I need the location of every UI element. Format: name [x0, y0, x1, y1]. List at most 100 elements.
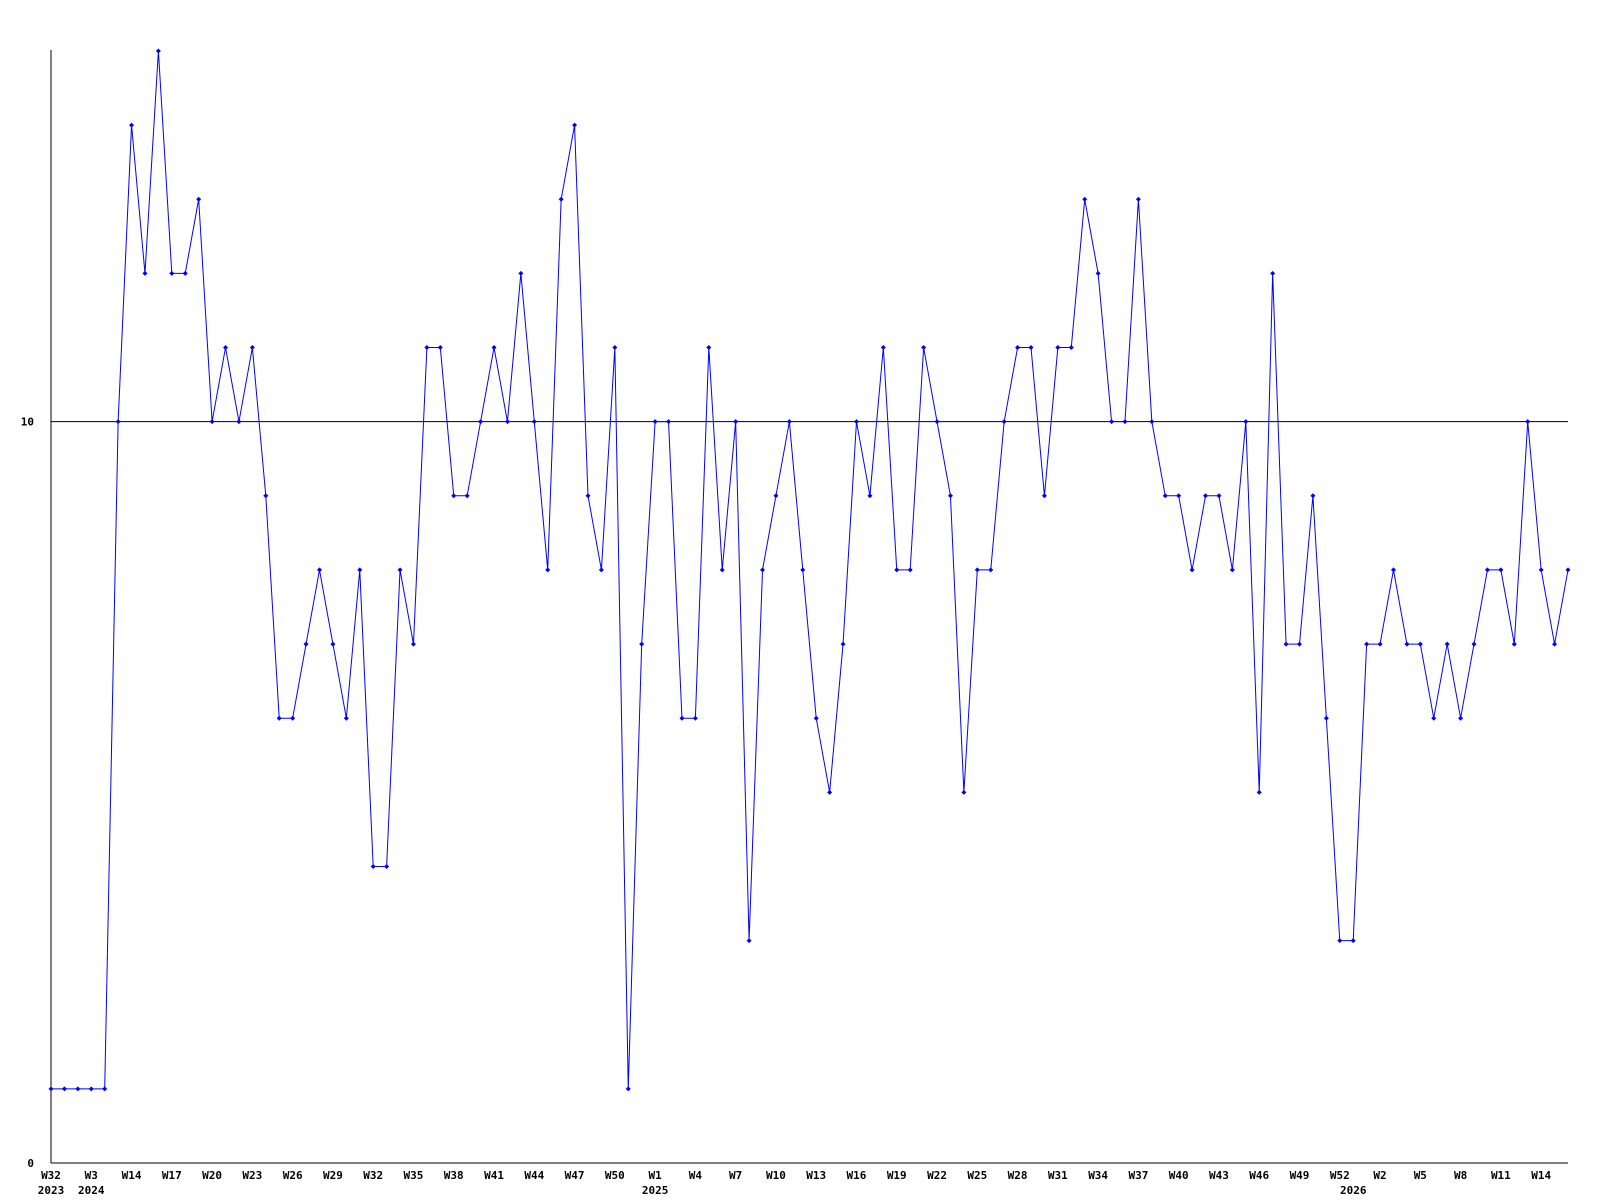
- x-tick-label: W26: [283, 1169, 303, 1182]
- data-point: [652, 419, 658, 425]
- data-point: [115, 419, 121, 425]
- data-point: [625, 1086, 631, 1092]
- x-tick-label: W17: [162, 1169, 182, 1182]
- data-point: [1350, 938, 1356, 944]
- x-tick-label: W31: [1048, 1169, 1068, 1182]
- data-point: [155, 48, 161, 54]
- data-point: [75, 1086, 81, 1092]
- data-point: [397, 567, 403, 573]
- x-tick-label: W2: [1373, 1169, 1386, 1182]
- data-point: [961, 789, 967, 795]
- x-tick-label: W14: [1531, 1169, 1551, 1182]
- x-tick-label: W25: [967, 1169, 987, 1182]
- data-point: [719, 567, 725, 573]
- x-tick-label: W10: [766, 1169, 786, 1182]
- data-point: [813, 715, 819, 721]
- data-point: [1458, 715, 1464, 721]
- data-point: [786, 419, 792, 425]
- data-point: [303, 641, 309, 647]
- data-point: [1404, 641, 1410, 647]
- y-tick-label: 10: [21, 416, 34, 429]
- data-point: [343, 715, 349, 721]
- data-point: [1390, 567, 1396, 573]
- x-tick-label: W11: [1491, 1169, 1511, 1182]
- data-point: [223, 345, 229, 351]
- x-tick-label: W49: [1290, 1169, 1310, 1182]
- data-point: [598, 567, 604, 573]
- x-tick-label: W47: [565, 1169, 585, 1182]
- data-point: [572, 122, 578, 128]
- data-point: [61, 1086, 67, 1092]
- data-point: [1203, 493, 1209, 499]
- data-point: [464, 493, 470, 499]
- x-year-label: 2024: [78, 1184, 105, 1197]
- y-tick-label: 0: [27, 1157, 34, 1170]
- data-point: [585, 493, 591, 499]
- data-point: [1525, 419, 1531, 425]
- data-point: [169, 270, 175, 276]
- data-point: [370, 863, 376, 869]
- data-point: [1055, 345, 1061, 351]
- data-point: [424, 345, 430, 351]
- data-point: [504, 419, 510, 425]
- x-tick-label: W14: [122, 1169, 142, 1182]
- x-tick-label: W32: [363, 1169, 383, 1182]
- data-point: [88, 1086, 94, 1092]
- data-point: [1095, 270, 1101, 276]
- data-point: [1243, 419, 1249, 425]
- data-point: [316, 567, 322, 573]
- data-point: [773, 493, 779, 499]
- x-tick-label: W1: [648, 1169, 662, 1182]
- data-point: [760, 567, 766, 573]
- x-tick-label: W43: [1209, 1169, 1229, 1182]
- data-point: [1377, 641, 1383, 647]
- data-point: [410, 641, 416, 647]
- data-point: [478, 419, 484, 425]
- data-point: [1162, 493, 1168, 499]
- data-point: [1471, 641, 1477, 647]
- data-point: [746, 938, 752, 944]
- data-point: [142, 270, 148, 276]
- data-point: [48, 1086, 54, 1092]
- x-tick-label: W20: [202, 1169, 222, 1182]
- data-point: [196, 196, 202, 202]
- data-point: [518, 270, 524, 276]
- data-point: [1498, 567, 1504, 573]
- data-point: [209, 419, 215, 425]
- data-point: [1149, 419, 1155, 425]
- data-point: [1082, 196, 1088, 202]
- data-point: [1176, 493, 1182, 499]
- x-tick-label: W41: [484, 1169, 504, 1182]
- data-point: [491, 345, 497, 351]
- data-point: [1417, 641, 1423, 647]
- data-point: [1041, 493, 1047, 499]
- data-point: [437, 345, 443, 351]
- data-point: [102, 1086, 108, 1092]
- x-tick-label: W32: [41, 1169, 61, 1182]
- x-tick-label: W19: [887, 1169, 907, 1182]
- data-line: [51, 50, 1569, 1090]
- x-year-label: 2026: [1340, 1184, 1367, 1197]
- x-tick-label: W38: [444, 1169, 464, 1182]
- data-point: [1444, 641, 1450, 647]
- data-point: [1256, 789, 1262, 795]
- data-point: [1552, 641, 1558, 647]
- data-point: [1270, 270, 1276, 276]
- x-tick-label: W34: [1088, 1169, 1108, 1182]
- data-point: [1283, 641, 1289, 647]
- data-point: [1122, 419, 1128, 425]
- data-point: [1028, 345, 1034, 351]
- data-point: [330, 641, 336, 647]
- data-point: [558, 196, 564, 202]
- data-point: [1189, 567, 1195, 573]
- data-point: [853, 419, 859, 425]
- data-point: [545, 567, 551, 573]
- x-year-label: 2025: [642, 1184, 669, 1197]
- data-point: [451, 493, 457, 499]
- data-point: [1229, 567, 1235, 573]
- x-tick-label: W16: [847, 1169, 867, 1182]
- x-tick-label: W28: [1008, 1169, 1028, 1182]
- data-point: [531, 419, 537, 425]
- data-point: [827, 789, 833, 795]
